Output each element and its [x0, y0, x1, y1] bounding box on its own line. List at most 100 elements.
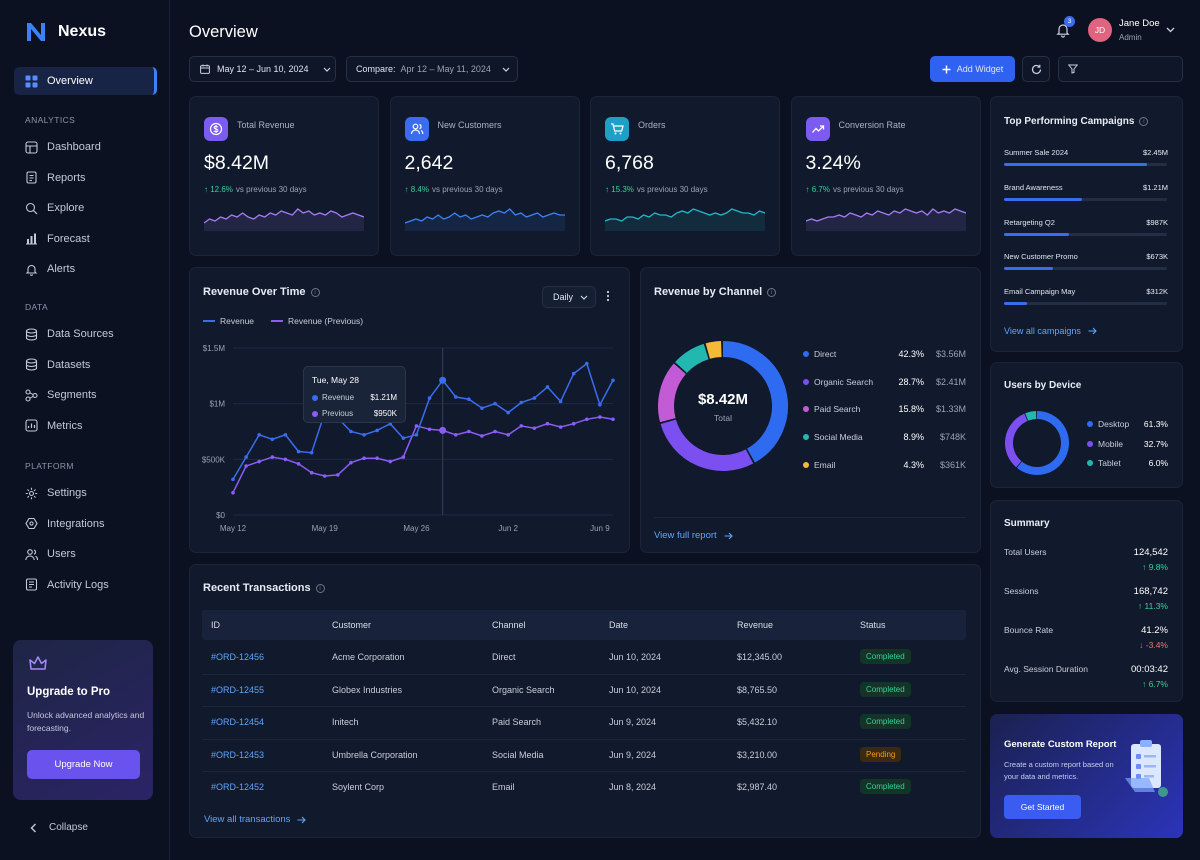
data-point[interactable] — [439, 376, 447, 384]
info-icon[interactable]: i — [310, 287, 320, 297]
kpi-card-orders[interactable]: Orders 6,768 ↑ 15.3% vs previous 30 days — [590, 96, 780, 256]
cell-id[interactable]: #ORD-12454 — [211, 717, 265, 728]
data-point[interactable] — [349, 460, 353, 465]
data-point[interactable] — [584, 417, 589, 422]
data-point[interactable] — [322, 474, 327, 478]
data-point[interactable] — [257, 459, 262, 464]
column-header-date[interactable]: Date — [609, 620, 629, 630]
data-point[interactable] — [231, 477, 235, 482]
table-row[interactable] — [202, 740, 966, 771]
device-legend-item[interactable]: Mobile — [1087, 439, 1123, 449]
data-point[interactable] — [506, 410, 510, 415]
donut-slice[interactable] — [658, 363, 687, 423]
data-point[interactable] — [414, 433, 419, 437]
get-started-button[interactable]: Get Started — [1004, 795, 1081, 819]
cell-id[interactable]: #ORD-12452 — [211, 782, 265, 793]
donut-slice[interactable] — [660, 419, 754, 471]
data-point[interactable] — [427, 427, 432, 432]
user-name[interactable]: Jane Doe — [1119, 18, 1160, 29]
sidebar-item-datasets[interactable]: Datasets — [14, 351, 157, 379]
campaign-name[interactable]: New Customer Promo — [1004, 252, 1078, 262]
data-point[interactable] — [401, 455, 406, 459]
data-point[interactable] — [467, 397, 471, 402]
donut-slice[interactable] — [1005, 413, 1028, 468]
data-point[interactable] — [375, 456, 379, 461]
data-point[interactable] — [453, 395, 458, 399]
data-point[interactable] — [336, 473, 340, 477]
refresh-button[interactable] — [1022, 56, 1050, 82]
data-point[interactable] — [309, 470, 314, 475]
data-point[interactable] — [362, 456, 366, 461]
data-point[interactable] — [571, 421, 576, 426]
cell-id[interactable]: #ORD-12455 — [211, 684, 265, 695]
data-point[interactable] — [453, 433, 458, 437]
compare-range-picker[interactable]: Compare: Apr 12 – May 11, 2024 — [346, 56, 518, 82]
app-logo[interactable]: Nexus — [24, 20, 106, 44]
data-point[interactable] — [244, 464, 248, 468]
granularity-select[interactable]: Daily — [542, 286, 596, 308]
info-icon[interactable]: i — [315, 583, 325, 593]
channel-legend-item[interactable]: Email — [803, 460, 835, 470]
table-row[interactable] — [202, 675, 966, 706]
data-point[interactable] — [584, 361, 589, 366]
sidebar-item-settings[interactable]: Settings — [14, 479, 157, 507]
add-widget-button[interactable]: Add Widget — [930, 56, 1015, 82]
chevron-down-icon[interactable] — [1166, 27, 1175, 33]
channel-legend-item[interactable]: Social Media — [803, 432, 863, 442]
table-row[interactable] — [202, 707, 966, 738]
kpi-card-new-customers[interactable]: New Customers 2,642 ↑ 8.4% vs previous 30 d… — [389, 96, 580, 256]
data-point[interactable] — [493, 429, 497, 434]
channel-legend-item[interactable]: Organic Search — [803, 377, 873, 387]
channel-donut-chart[interactable] — [655, 338, 791, 474]
donut-slice[interactable] — [1025, 411, 1037, 421]
donut-slice[interactable] — [675, 343, 709, 374]
sidebar-item-integrations[interactable]: Integrations — [14, 510, 157, 538]
notifications-button[interactable]: 3 — [1055, 16, 1075, 38]
sidebar-item-reports[interactable]: Reports — [14, 164, 157, 192]
column-header-status[interactable]: Status — [860, 620, 886, 630]
data-point[interactable] — [296, 461, 301, 466]
data-point[interactable] — [545, 421, 550, 426]
data-point[interactable] — [598, 402, 602, 407]
cell-id[interactable]: #ORD-12456 — [211, 652, 265, 662]
data-point[interactable] — [270, 437, 275, 442]
sidebar-item-activity-logs[interactable]: Activity Logs — [14, 571, 157, 599]
revenue-line-chart[interactable]: $0 $500K $1M $1.5M May 12 May 19 May 26 Jun 2 Ju… — [195, 338, 625, 538]
data-point[interactable] — [558, 425, 563, 429]
channel-legend-item[interactable]: Paid Search — [803, 404, 860, 414]
kpi-card-conversion-rate[interactable]: Conversion Rate 3.24% ↑ 6.7% vs previous 30… — [790, 96, 981, 256]
data-point[interactable] — [388, 459, 393, 464]
avatar[interactable]: JD — [1088, 18, 1112, 42]
column-header-channel[interactable]: Channel — [492, 620, 526, 630]
sidebar-item-overview[interactable]: Overview — [14, 67, 157, 95]
view-full-report-link[interactable]: View full report — [654, 530, 733, 541]
data-point[interactable] — [506, 433, 510, 437]
data-point[interactable] — [467, 429, 471, 434]
view-all-transactions-link[interactable]: View all transactions — [204, 814, 307, 825]
donut-slice[interactable] — [705, 341, 722, 359]
data-point[interactable] — [532, 426, 537, 430]
channel-legend-item[interactable]: Direct — [803, 349, 836, 359]
data-point[interactable] — [611, 417, 615, 422]
data-point[interactable] — [362, 433, 366, 437]
collapse-button[interactable]: Collapse — [30, 822, 88, 833]
campaign-name[interactable]: Email Campaign May — [1004, 287, 1076, 297]
column-header-id[interactable]: ID — [211, 620, 220, 630]
upgrade-now-button[interactable]: Upgrade Now — [27, 750, 140, 779]
sidebar-item-forecast[interactable]: Forecast — [14, 225, 157, 253]
data-point[interactable] — [480, 406, 484, 410]
donut-slice[interactable] — [1016, 411, 1069, 475]
data-point[interactable] — [296, 449, 301, 454]
sidebar-item-dashboard[interactable]: Dashboard — [14, 133, 157, 161]
data-point[interactable] — [519, 400, 524, 405]
donut-slice[interactable] — [722, 341, 788, 463]
view-all-campaigns-link[interactable]: View all campaigns — [1004, 326, 1097, 336]
sidebar-item-explore[interactable]: Explore — [14, 194, 157, 222]
info-icon[interactable]: i — [1139, 116, 1149, 126]
data-point[interactable] — [532, 396, 537, 400]
data-point[interactable] — [427, 396, 432, 400]
filter-button[interactable] — [1058, 56, 1183, 82]
data-point[interactable] — [545, 385, 550, 389]
data-point[interactable] — [257, 433, 262, 437]
data-point[interactable] — [283, 433, 288, 437]
